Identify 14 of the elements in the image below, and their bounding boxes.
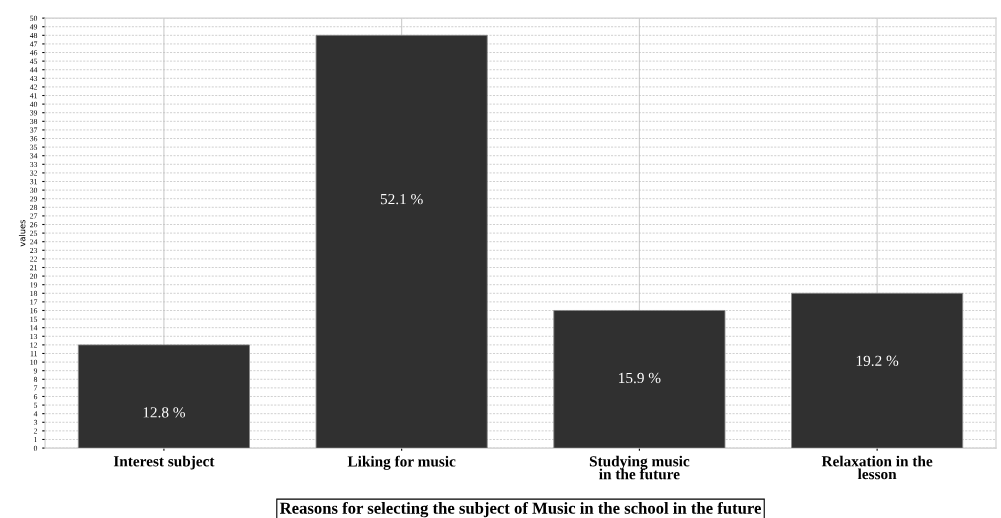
y-axis-title: values bbox=[18, 219, 26, 247]
bar bbox=[553, 310, 726, 449]
annotation: 12.8 % bbox=[143, 407, 186, 418]
x-axis-title: Reasons for selecting the subject of Music in the school in the future bbox=[279, 501, 761, 518]
annotation: 15.9 % bbox=[619, 372, 661, 384]
x-tick-label: Relaxation in the lesson bbox=[821, 455, 933, 480]
x-tick-label: Interest subject bbox=[113, 455, 215, 470]
bar bbox=[315, 34, 488, 449]
bar bbox=[791, 292, 964, 449]
annotation: 52.1 % bbox=[380, 193, 423, 205]
annotation: 19.2 % bbox=[856, 355, 899, 366]
x-tick-label: Liking for music bbox=[347, 455, 456, 470]
bar bbox=[77, 344, 250, 449]
x-tick-label: Studying music in the future bbox=[589, 455, 690, 480]
